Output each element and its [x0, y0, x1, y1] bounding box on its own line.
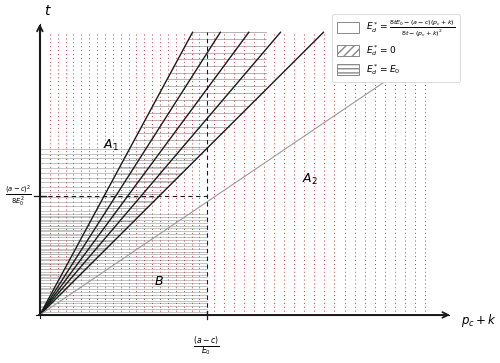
Text: $B$: $B$ [154, 274, 164, 287]
Text: $\frac{(a-c)^2}{8E_0^2}$: $\frac{(a-c)^2}{8E_0^2}$ [5, 184, 32, 208]
Legend: $E_d^* = \frac{8tE_0-(a-c)(p_c+k)}{8t-(p_c+k)^2}$, $E_d^* = 0$, $E_d^* = E_0$: $E_d^* = \frac{8tE_0-(a-c)(p_c+k)}{8t-(p… [332, 14, 460, 82]
Text: $\frac{(a-c)}{E_0}$: $\frac{(a-c)}{E_0}$ [194, 335, 220, 359]
Text: $t$: $t$ [44, 4, 52, 18]
Text: $A_1$: $A_1$ [104, 138, 120, 153]
Text: $A_2$: $A_2$ [302, 172, 318, 187]
Text: $p_c + k$: $p_c + k$ [460, 312, 496, 329]
